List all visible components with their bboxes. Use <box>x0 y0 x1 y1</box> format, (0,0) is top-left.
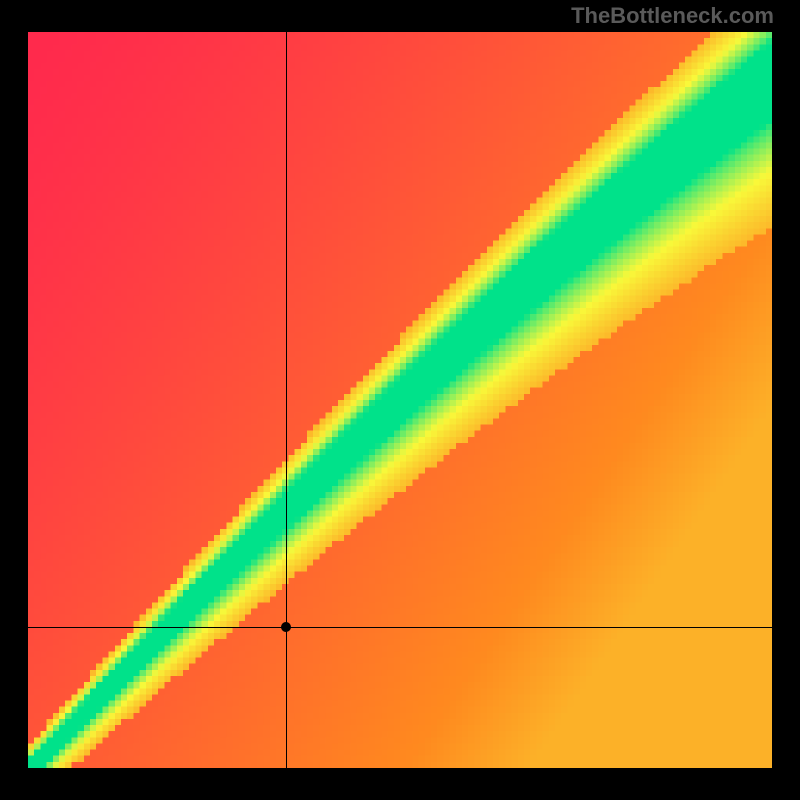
crosshair-vertical <box>286 32 287 768</box>
crosshair-horizontal <box>28 627 772 628</box>
bottleneck-heatmap <box>28 32 772 768</box>
watermark-text: TheBottleneck.com <box>571 3 774 29</box>
chart-container: TheBottleneck.com <box>0 0 800 800</box>
